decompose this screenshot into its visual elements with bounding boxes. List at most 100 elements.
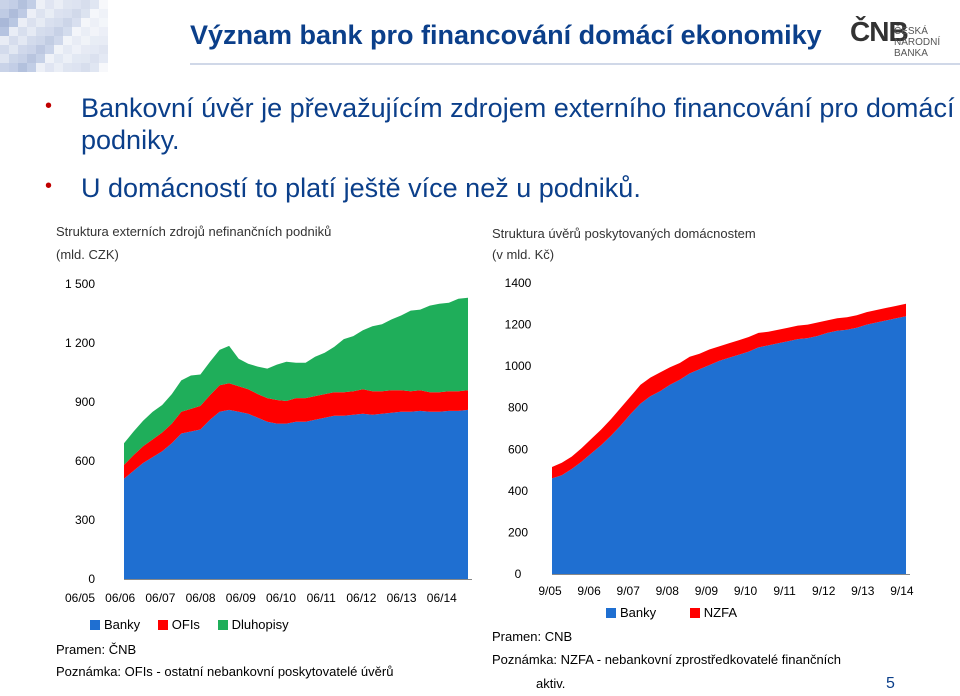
mosaic-tile: [0, 27, 9, 36]
mosaic-tile: [63, 54, 72, 63]
mosaic-tile: [81, 45, 90, 54]
y-tick-label: 600: [508, 442, 528, 456]
mosaic-tile: [36, 18, 45, 27]
mosaic-tile: [54, 0, 63, 9]
legend-label: Banky: [620, 605, 657, 620]
legend-label: NZFA: [703, 605, 737, 620]
mosaic-tile: [18, 18, 27, 27]
left-chart-unit: (mld. CZK): [56, 247, 119, 262]
mosaic-tile: [81, 36, 90, 45]
mosaic-tile: [99, 54, 108, 63]
cnb-logo-mark: ČNB: [850, 16, 909, 47]
legend-swatch: [217, 620, 228, 630]
y-tick-label: 1000: [505, 359, 532, 373]
x-tick-label: 9/07: [617, 584, 641, 598]
legend-swatch: [606, 608, 616, 618]
cnb-logo-line1: ČESKÁ: [894, 26, 928, 37]
mosaic-tile: [99, 18, 108, 27]
cnb-logo-line2: NÁRODNÍ BANKA: [894, 37, 941, 59]
mosaic-tile: [36, 27, 45, 36]
left-chart-legend: Banky OFIs Dluhopisy: [90, 617, 303, 632]
right-chart-legend: Banky NZFA: [606, 605, 751, 620]
x-tick-label: 06/10: [266, 591, 296, 605]
legend-item-banky: Banky: [606, 605, 656, 620]
y-tick-label: 600: [75, 454, 95, 468]
mosaic-tile: [90, 54, 99, 63]
y-tick-label: 1 200: [65, 336, 95, 350]
mosaic-tile: [18, 0, 27, 9]
x-tick-label: 9/13: [851, 584, 875, 598]
slide-title: Význam bank pro financování domácí ekono…: [190, 20, 822, 50]
legend-swatch: [157, 620, 168, 630]
mosaic-tile: [63, 18, 72, 27]
cnb-logo-text: ČESKÁ NÁRODNÍ BANKA: [894, 26, 960, 59]
mosaic-tile: [81, 63, 90, 72]
mosaic-tile: [72, 18, 81, 27]
mosaic-tile: [90, 36, 99, 45]
right-chart-unit: (v mld. Kč): [492, 247, 555, 262]
right-chart-source: Pramen: CNB: [492, 629, 573, 644]
y-tick-label: 900: [75, 395, 95, 409]
mosaic-tile: [72, 36, 81, 45]
bullet-dot-icon: •: [45, 95, 53, 117]
mosaic-tile: [18, 27, 27, 36]
y-tick-label: 400: [508, 484, 528, 498]
y-tick-label: 1200: [505, 318, 532, 332]
y-tick-label: 0: [515, 567, 522, 581]
corner-mosaic-decoration: [0, 0, 110, 72]
mosaic-tile: [54, 18, 63, 27]
mosaic-tile: [45, 36, 54, 45]
x-tick-label: 06/06: [105, 591, 135, 605]
mosaic-tile: [72, 54, 81, 63]
mosaic-tile: [27, 63, 36, 72]
mosaic-tile: [18, 9, 27, 18]
mosaic-tile: [81, 9, 90, 18]
mosaic-tile: [54, 54, 63, 63]
mosaic-tile: [36, 9, 45, 18]
mosaic-tile: [99, 27, 108, 36]
mosaic-tile: [45, 0, 54, 9]
y-tick-label: 0: [88, 572, 95, 586]
mosaic-tile: [9, 18, 18, 27]
mosaic-tile: [54, 45, 63, 54]
mosaic-tile: [54, 63, 63, 72]
mosaic-tile: [72, 27, 81, 36]
mosaic-tile: [36, 36, 45, 45]
x-tick-label: 06/08: [186, 591, 216, 605]
mosaic-tile: [18, 45, 27, 54]
mosaic-tile: [90, 45, 99, 54]
mosaic-tile: [36, 0, 45, 9]
left-chart: 0 300 600 900 1 200 1 500 06/05 06/06 06/07 06/08…: [65, 277, 472, 605]
mosaic-tile: [63, 36, 72, 45]
mosaic-tile: [0, 54, 9, 63]
mosaic-tile: [90, 0, 99, 9]
mosaic-tile: [63, 9, 72, 18]
y-tick-label: 200: [508, 525, 528, 539]
legend-item-ofis: OFIs: [157, 617, 200, 632]
x-tick-label: 9/12: [812, 584, 836, 598]
bullet-text: Bankovní úvěr je převažujícím zdrojem ex…: [81, 93, 955, 155]
x-tick-label: 9/05: [538, 584, 562, 598]
mosaic-tile: [0, 0, 9, 9]
mosaic-tile: [72, 63, 81, 72]
mosaic-tile: [90, 27, 99, 36]
x-tick-label: 06/05: [65, 591, 95, 605]
mosaic-tile: [54, 9, 63, 18]
mosaic-tile: [63, 27, 72, 36]
legend-swatch: [90, 620, 100, 630]
mosaic-tile: [36, 63, 45, 72]
mosaic-tile: [27, 18, 36, 27]
bullet-dot-icon: •: [45, 175, 53, 197]
mosaic-tile: [36, 54, 45, 63]
area-series-nzfa: [552, 303, 906, 479]
mosaic-tile: [45, 27, 54, 36]
mosaic-tile: [45, 18, 54, 27]
area-series-dluhopisy: [124, 297, 468, 465]
area-series-ofis: [124, 383, 468, 479]
mosaic-tile: [18, 63, 27, 72]
mosaic-tile: [63, 0, 72, 9]
mosaic-tile: [81, 27, 90, 36]
right-chart: 0 200 400 600 800 1000 1200 1400 9/05 9/06 9/07 9/0…: [505, 276, 914, 598]
mosaic-tile: [90, 18, 99, 27]
